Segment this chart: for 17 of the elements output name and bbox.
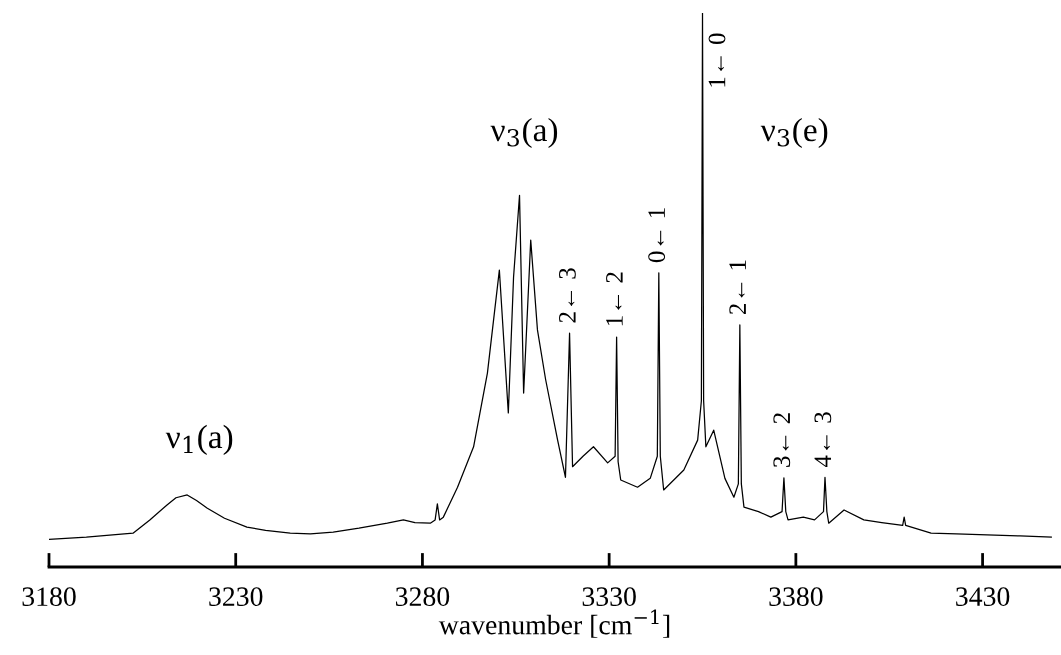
- x-tick-label: 3430: [956, 587, 1010, 606]
- annotation: 1← 2: [606, 272, 623, 326]
- annotation: 0← 1: [648, 208, 666, 263]
- x-tick-label: 3280: [395, 587, 450, 606]
- annotation: 1← 0: [708, 33, 726, 87]
- annotation: 2← 3: [559, 268, 576, 323]
- x-axis-title: wavenumber [cm$^{−1}$]: [438, 609, 670, 638]
- annotation: ν$_{3}$(e): [760, 117, 828, 149]
- annotation: ν$_{1}$(a): [165, 424, 233, 456]
- annotation: 4← 3: [814, 412, 832, 468]
- annotation: 3← 2: [773, 413, 791, 467]
- x-tick-label: 3330: [582, 587, 636, 606]
- x-tick-label: 3380: [769, 587, 823, 606]
- annotation: ν$_{3}$(a): [490, 117, 558, 149]
- x-tick-label: 3180: [22, 587, 76, 606]
- annotation: 2← 1: [729, 260, 746, 315]
- x-tick-label: 3230: [209, 587, 263, 606]
